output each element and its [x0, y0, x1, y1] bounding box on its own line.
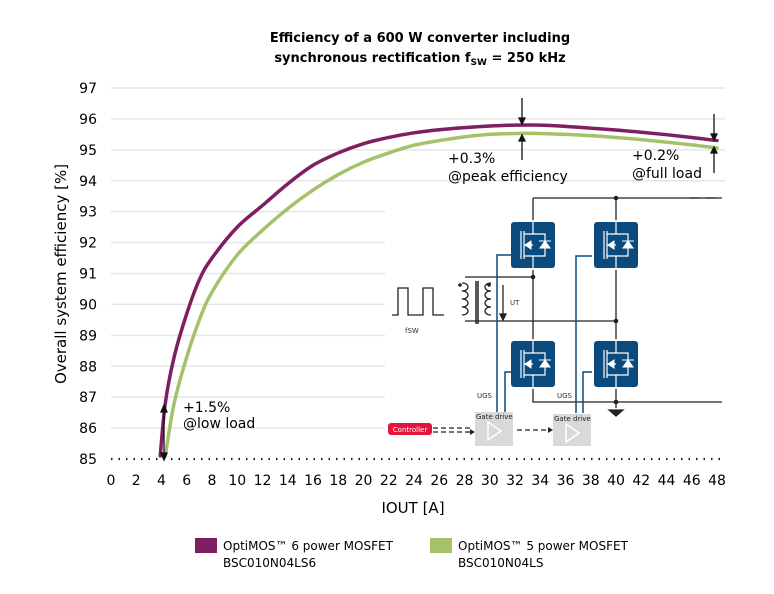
- y-tick-label: 89: [79, 328, 97, 344]
- driver-triangle-icon: [487, 420, 503, 442]
- x-tick-label: 40: [607, 473, 625, 489]
- y-tick-label: 92: [79, 236, 97, 252]
- x-tick-label: 18: [329, 473, 347, 489]
- controller-block: [388, 423, 432, 435]
- x-axis-label: IOUT [A]: [381, 499, 444, 517]
- chart-title-line1: Efficiency of a 600 W converter includin…: [270, 31, 570, 46]
- mosfet-icon: [511, 339, 555, 389]
- y-tick-label: 86: [79, 421, 97, 437]
- x-tick-label: 14: [279, 473, 297, 489]
- y-tick-label: 90: [79, 297, 97, 313]
- annotation-low-load-2: @low load: [183, 416, 255, 432]
- x-tick-label: 10: [228, 473, 246, 489]
- mosfet-icon: [594, 220, 638, 270]
- circuit-schematic: [392, 197, 722, 417]
- gate-drive-block-1: [475, 412, 513, 446]
- chart-title-line2: synchronous rectification fSW = 250 kHz: [274, 51, 565, 68]
- x-tick-label: 26: [430, 473, 448, 489]
- annotation-low-load-1: +1.5%: [183, 400, 230, 416]
- annotation-arrows: [160, 98, 719, 462]
- annotation-full-1: +0.2%: [632, 148, 679, 164]
- legend-swatch-optimos5: [430, 538, 452, 553]
- x-tick-label: 48: [708, 473, 726, 489]
- fsw-label: fSW: [405, 327, 419, 335]
- x-tick-label: 24: [405, 473, 423, 489]
- annotation-peak-1: +0.3%: [448, 151, 495, 167]
- x-tick-label: 28: [456, 473, 474, 489]
- x-tick-label: 4: [157, 473, 166, 489]
- x-tick-label: 16: [304, 473, 322, 489]
- ugs-label-2: UGS: [557, 392, 573, 400]
- x-tick-label: 44: [658, 473, 676, 489]
- ut-label: UT: [510, 299, 520, 307]
- x-tick-label: 32: [506, 473, 524, 489]
- y-tick-label: 93: [79, 205, 97, 221]
- annotation-full-2: @full load: [632, 166, 702, 182]
- control-dashed-arrows: [433, 427, 548, 433]
- x-tick-label: 38: [582, 473, 600, 489]
- gate-drive-label-2: Gate drive: [554, 415, 591, 423]
- annotation-peak-2: @peak efficiency: [448, 169, 568, 185]
- gridlines: [111, 87, 725, 461]
- x-tick-label: 22: [380, 473, 398, 489]
- y-tick-label: 94: [79, 174, 97, 190]
- legend-sublabel-optimos6: BSC010N04LS6: [223, 556, 316, 570]
- x-tick-label: 42: [632, 473, 650, 489]
- mosfet-icon: [511, 220, 555, 270]
- x-tick-label: 20: [355, 473, 373, 489]
- legend-label-optimos6: OptiMOS™ 6 power MOSFET: [223, 539, 394, 553]
- controller-label: Controller: [393, 426, 428, 434]
- x-tick-label: 12: [254, 473, 272, 489]
- x-tick-label: 0: [107, 473, 116, 489]
- mosfet-icon: [594, 339, 638, 389]
- gate-signal-lines: [496, 254, 592, 413]
- y-tick-label: 91: [79, 267, 97, 283]
- y-tick-label: 97: [79, 81, 97, 97]
- series-line-optimos5: [163, 131, 719, 458]
- x-tick-label: 46: [683, 473, 701, 489]
- x-tick-labels: 0 2 4 6 8 10 12 14 16 18 20 22 24 26 28 30 32 34 36 38 40 42 4…: [107, 473, 726, 489]
- y-tick-label: 85: [79, 452, 97, 468]
- legend-swatch-optimos6: [195, 538, 217, 553]
- y-tick-label: 96: [79, 112, 97, 128]
- driver-triangle-icon: [565, 422, 581, 444]
- x-tick-label: 6: [182, 473, 191, 489]
- x-tick-label: 2: [132, 473, 141, 489]
- x-tick-label: 34: [531, 473, 549, 489]
- y-tick-label: 95: [79, 143, 97, 159]
- y-tick-labels: 85 86 87 88 89 90 91 92 93 94 95 96 97: [79, 81, 97, 468]
- y-tick-label: 87: [79, 390, 97, 406]
- ugs-label-1: UGS: [477, 392, 493, 400]
- series-line-optimos6: [158, 123, 719, 458]
- y-axis-label: Overall system efficiency [%]: [52, 164, 70, 384]
- gate-drive-block-2: [553, 414, 591, 446]
- x-tick-label: 8: [208, 473, 217, 489]
- x-tick-label: 30: [481, 473, 499, 489]
- legend-sublabel-optimos5: BSC010N04LS: [458, 556, 543, 570]
- y-tick-label: 88: [79, 359, 97, 375]
- gate-drive-label-1: Gate drive: [476, 413, 513, 421]
- x-tick-label: 36: [557, 473, 575, 489]
- junction-dots: [458, 195, 619, 405]
- legend-label-optimos5: OptiMOS™ 5 power MOSFET: [458, 539, 629, 553]
